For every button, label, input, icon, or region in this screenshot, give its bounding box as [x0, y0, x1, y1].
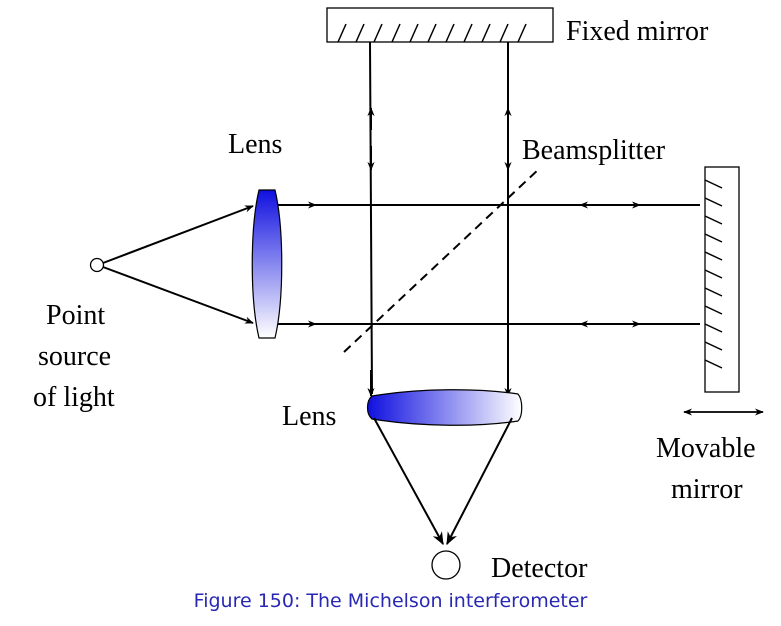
- lens-bottom: [366, 389, 523, 426]
- movable-mirror-label-line1: Movable: [656, 433, 756, 464]
- lens-left: [251, 189, 283, 339]
- detector: [431, 550, 461, 580]
- detector-label: Detector: [491, 553, 588, 584]
- figure-caption: Figure 150: The Michelson interferometer: [193, 590, 588, 612]
- lens-left-label: Lens: [228, 129, 282, 160]
- vertical-beams: [367, 41, 512, 397]
- point-source-label-line2: source: [38, 341, 111, 372]
- horizontal-beams: [270, 201, 700, 328]
- source-rays: [102, 205, 254, 324]
- movable-mirror-label-line2: mirror: [671, 474, 743, 505]
- movable-mirror: [704, 166, 740, 393]
- point-source-label-line3: of light: [33, 382, 115, 413]
- fixed-mirror: [326, 7, 554, 43]
- beamsplitter-label: Beamsplitter: [522, 135, 666, 166]
- fixed-mirror-label: Fixed mirror: [566, 16, 709, 47]
- detector-rays: [373, 417, 513, 546]
- point-source: [89, 257, 105, 273]
- point-source-label-line1: Point: [46, 300, 105, 331]
- lens-bottom-label: Lens: [282, 401, 336, 432]
